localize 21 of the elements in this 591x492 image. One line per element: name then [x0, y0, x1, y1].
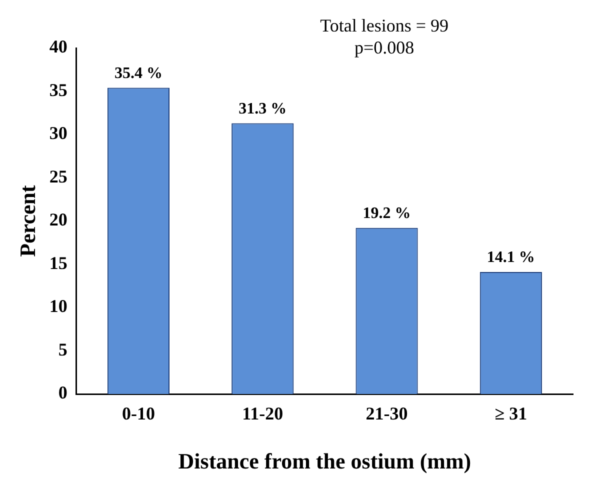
y-tick-label: 40 — [49, 36, 68, 57]
data-label: 19.2 % — [362, 205, 411, 222]
y-tick-label: 25 — [49, 166, 68, 186]
y-tick-label: 10 — [49, 296, 68, 316]
y-tick-label: 0 — [58, 382, 68, 403]
data-label: 14.1 % — [486, 249, 535, 266]
annotation: p=0.008 — [354, 38, 414, 58]
y-tick-label: 15 — [49, 252, 68, 273]
data-label: 35.4 % — [114, 64, 162, 82]
x-tick-label: 21-30 — [366, 403, 408, 424]
x-tick-label: ≥ 31 — [494, 403, 528, 424]
data-label: 31.3 % — [238, 100, 287, 118]
y-tick-label: 30 — [49, 123, 68, 144]
y-axis-title: Percent — [14, 184, 40, 257]
y-tick-label: 5 — [58, 339, 68, 360]
x-axis-title: Distance from the ostium (mm) — [178, 448, 472, 474]
x-tick-label: 11-20 — [242, 403, 284, 424]
x-tick-label: 0-10 — [122, 403, 155, 424]
text: Total lesions = 99 — [320, 16, 448, 36]
y-tick-label: 20 — [49, 210, 68, 230]
y-tick-label: 35 — [49, 80, 68, 100]
